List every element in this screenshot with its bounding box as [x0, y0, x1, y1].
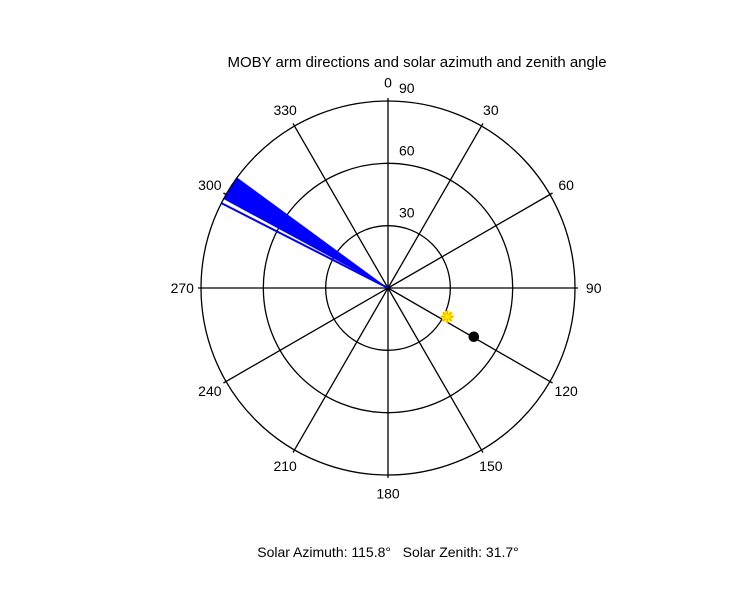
angle-label-300: 300 — [198, 177, 222, 193]
spoke-30 — [387, 123, 484, 289]
angle-label-120: 120 — [554, 383, 578, 399]
moby-arm-line — [220, 202, 389, 289]
moby-arm-fan — [223, 177, 388, 288]
angle-label-240: 240 — [198, 383, 222, 399]
spoke-210 — [292, 287, 389, 453]
angle-label-90: 90 — [586, 280, 602, 296]
spoke-150 — [387, 287, 484, 453]
angle-label-210: 210 — [273, 458, 297, 474]
caption-block: Solar Azimuth: 115.8° Solar Zenith: 31.7… — [236, 506, 541, 600]
solar-azimuth-zenith-caption: Solar Azimuth: 115.8° Solar Zenith: 31.7… — [257, 543, 519, 560]
sun-marker — [440, 310, 454, 323]
radial-label-30: 30 — [399, 205, 415, 221]
angle-label-60: 60 — [558, 177, 574, 193]
angle-label-0: 0 — [384, 74, 392, 90]
angle-label-30: 30 — [483, 102, 499, 118]
angle-label-180: 180 — [376, 486, 400, 502]
sun-marker-center — [445, 314, 450, 319]
chart-title: MOBY arm directions and solar azimuth an… — [227, 54, 607, 71]
spoke-60 — [387, 192, 553, 289]
spoke-240 — [223, 287, 389, 384]
angle-label-330: 330 — [273, 102, 297, 118]
spoke-330 — [292, 123, 389, 289]
angle-label-270: 270 — [171, 280, 195, 296]
mean-moby-direction-caption: Mean MOBY direction: 303° — [236, 597, 541, 600]
radial-label-90: 90 — [399, 80, 415, 96]
angle-label-150: 150 — [479, 458, 503, 474]
radial-label-60: 60 — [399, 142, 415, 158]
outer-grid-circle — [200, 100, 576, 476]
mooring-marker — [468, 331, 480, 343]
